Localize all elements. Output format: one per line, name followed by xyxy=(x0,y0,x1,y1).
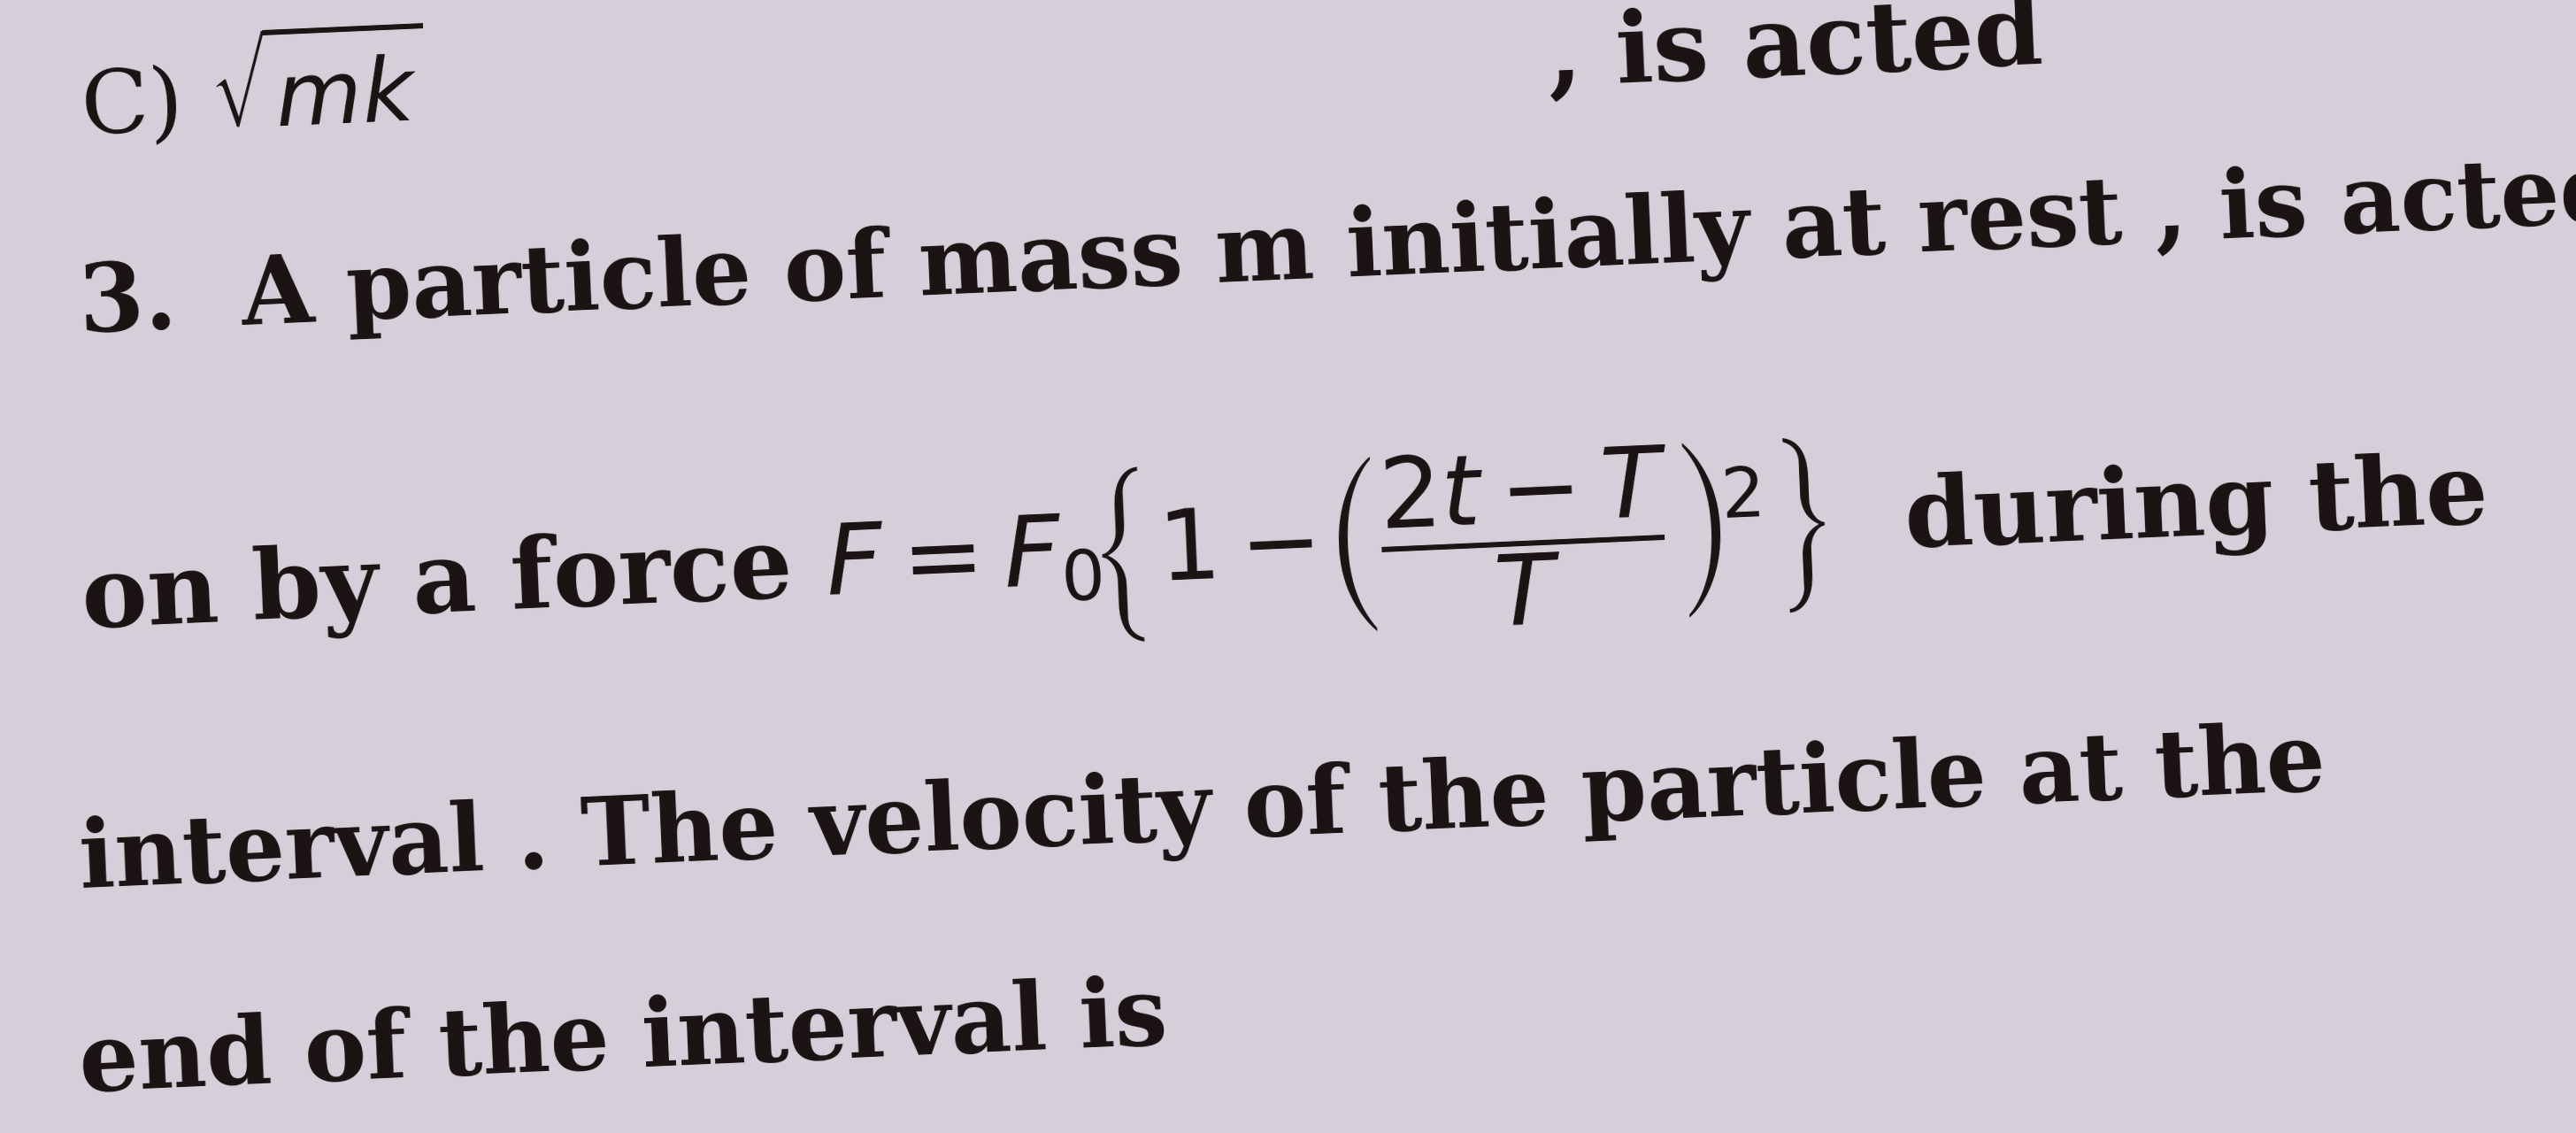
Text: on by a force $F = F_0\!\left\{1-\!\left(\dfrac{2t-T}{T}\right)^{\!2}\right\}$  : on by a force $F = F_0\!\left\{1-\!\left… xyxy=(77,404,2488,689)
Text: , is acted: , is acted xyxy=(1546,0,2045,107)
Text: 3.  A particle of mass m initially at rest , is acted: 3. A particle of mass m initially at res… xyxy=(77,150,2576,353)
Text: C) $\sqrt{mk}$: C) $\sqrt{mk}$ xyxy=(77,19,428,153)
Text: interval . The velocity of the particle at the: interval . The velocity of the particle … xyxy=(77,717,2326,909)
Text: end of the interval is: end of the interval is xyxy=(77,972,1170,1110)
